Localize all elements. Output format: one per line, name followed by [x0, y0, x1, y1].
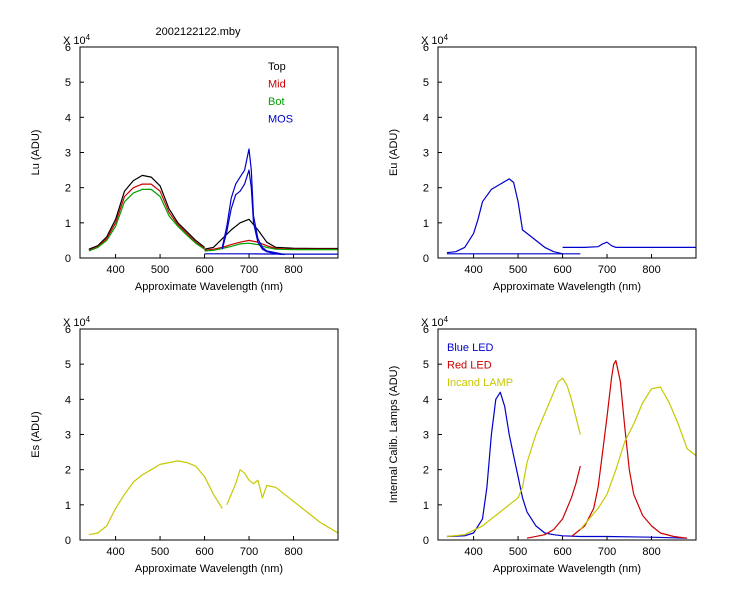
- y-axis-label: Eu (ADU): [388, 129, 400, 176]
- x-tick-label: 600: [195, 546, 213, 558]
- y-tick-label: 1: [423, 500, 429, 512]
- legend: Top Mid Bot MOS: [268, 61, 293, 126]
- x-tick-label: 800: [284, 546, 302, 558]
- x-tick-label: 500: [151, 546, 169, 558]
- series-line-mid: [88, 183, 205, 251]
- y-tick-label: 0: [423, 253, 429, 265]
- series-line-eu: [562, 241, 696, 248]
- y-tick-label: 4: [423, 394, 429, 406]
- figure-title: 2002122122.mby: [155, 26, 241, 38]
- x-tick-label: 700: [240, 546, 258, 558]
- series-line-incand-lamp: [579, 386, 696, 530]
- legend: Blue LED Red LED Incand LAMP: [447, 342, 513, 389]
- legend-entry-top: Top: [268, 61, 286, 73]
- x-tick-label: 500: [509, 546, 527, 558]
- y-tick-label: 0: [423, 535, 429, 547]
- x-tick-label: 400: [464, 546, 482, 558]
- y-multiplier: X 104: [421, 33, 449, 47]
- chart-es: 400 500 600 700 800 0 1 2 3 4 5 6X 104 Approximate W…: [30, 315, 339, 575]
- x-tick-label: 600: [553, 264, 571, 276]
- series-line-red-led: [571, 360, 688, 539]
- x-tick-label: 600: [195, 264, 213, 276]
- x-tick-label: 600: [553, 546, 571, 558]
- legend-entry-bot: Bot: [268, 96, 285, 108]
- y-tick-label: 6: [65, 42, 71, 54]
- y-multiplier-exponent: 4: [86, 33, 91, 42]
- plot-frame: [79, 46, 339, 259]
- series-line-es: [226, 469, 338, 534]
- series-line-bot: [88, 188, 205, 252]
- legend-entry-red-led: Red LED: [447, 360, 492, 372]
- x-tick-label: 800: [642, 546, 660, 558]
- y-multiplier-exponent: 4: [86, 315, 91, 324]
- y-tick-label: 2: [423, 465, 429, 477]
- y-axis-label: Internal Calib. Lamps (ADU): [388, 366, 400, 504]
- y-tick-label: 3: [423, 148, 429, 160]
- y-tick-label: 2: [423, 183, 429, 195]
- y-tick-label: 4: [65, 394, 71, 406]
- x-axis-label: Approximate Wavelength (nm): [135, 281, 283, 293]
- plot-frame: [437, 46, 697, 259]
- plot-frame: [79, 328, 339, 541]
- x-tick-label: 400: [464, 264, 482, 276]
- y-tick-label: 2: [65, 465, 71, 477]
- y-multiplier: X 104: [63, 33, 91, 47]
- y-tick-label: 3: [423, 430, 429, 442]
- y-multiplier-exponent: 4: [444, 33, 449, 42]
- chart-eu: 400 500 600 700 800 0 1 2 3 4 5 6X 104 Approximate W…: [388, 33, 697, 293]
- legend-entry-mos: MOS: [268, 114, 293, 126]
- y-tick-label: 6: [423, 324, 429, 336]
- y-tick-label: 5: [423, 77, 429, 89]
- y-multiplier-exponent: 4: [444, 315, 449, 324]
- chart-lamps: 400 500 600 700 800 0 1 2 3 4 5 6X 104 Approximate W…: [388, 315, 697, 575]
- series-line-bot: [204, 242, 338, 252]
- x-tick-label: 500: [151, 264, 169, 276]
- y-tick-label: 4: [65, 112, 71, 124]
- y-tick-label: 5: [65, 359, 71, 371]
- y-multiplier: X 104: [421, 315, 449, 329]
- y-tick-label: 3: [65, 430, 71, 442]
- series-line-mos: [221, 148, 285, 256]
- x-tick-label: 800: [642, 264, 660, 276]
- legend-entry-mid: Mid: [268, 79, 286, 91]
- series-line-es: [88, 460, 223, 536]
- x-tick-label: 500: [509, 264, 527, 276]
- legend-entry-incand-lamp: Incand LAMP: [447, 377, 513, 389]
- x-tick-label: 400: [106, 546, 124, 558]
- y-tick-label: 5: [65, 77, 71, 89]
- y-tick-label: 1: [423, 218, 429, 230]
- y-tick-label: 6: [423, 42, 429, 54]
- series-line-red-led: [526, 465, 581, 539]
- y-tick-label: 6: [65, 324, 71, 336]
- x-tick-label: 400: [106, 264, 124, 276]
- series-line-mos: [221, 169, 285, 256]
- series-line-blue-led: [446, 391, 688, 539]
- y-tick-label: 4: [423, 112, 429, 124]
- y-tick-label: 2: [65, 183, 71, 195]
- y-tick-label: 1: [65, 500, 71, 512]
- chart-lu: 400 500 600 700 800 0 1 2 3 4 5 6X 104 Approximate W…: [30, 33, 339, 293]
- series-line-incand-lamp: [446, 377, 581, 538]
- x-tick-label: 700: [598, 264, 616, 276]
- y-tick-label: 3: [65, 148, 71, 160]
- x-tick-label: 800: [284, 264, 302, 276]
- legend-entry-blue-led: Blue LED: [447, 342, 494, 354]
- series-line-eu: [446, 178, 563, 255]
- x-axis-label: Approximate Wavelength (nm): [135, 563, 283, 575]
- x-tick-label: 700: [598, 546, 616, 558]
- y-tick-label: 1: [65, 218, 71, 230]
- x-axis-label: Approximate Wavelength (nm): [493, 281, 641, 293]
- series-line-top: [88, 174, 205, 250]
- x-axis-label: Approximate Wavelength (nm): [493, 563, 641, 575]
- y-tick-label: 0: [65, 253, 71, 265]
- y-axis-label: Es (ADU): [30, 411, 42, 457]
- y-tick-label: 0: [65, 535, 71, 547]
- y-axis-label: Lu (ADU): [30, 130, 42, 176]
- x-tick-label: 700: [240, 264, 258, 276]
- y-multiplier: X 104: [63, 315, 91, 329]
- y-tick-label: 5: [423, 359, 429, 371]
